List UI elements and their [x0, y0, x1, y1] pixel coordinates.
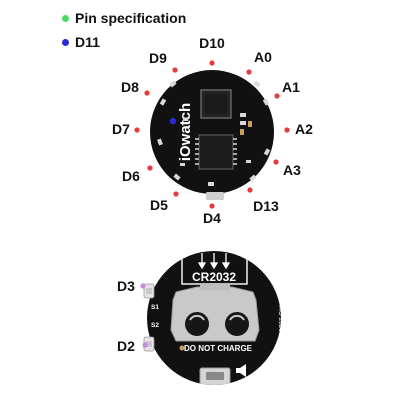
front-pin-a2: A2	[284, 121, 313, 137]
pin-dot	[134, 127, 140, 133]
pin-dot	[142, 342, 148, 348]
copyright-text: ©IO 2020	[277, 304, 285, 332]
legend-pin-specification: Pin specification	[62, 10, 186, 26]
legend-label: D11	[75, 34, 100, 50]
battery-holder	[170, 286, 260, 342]
pin-label: D7	[112, 121, 130, 137]
pin-dot	[273, 159, 279, 165]
pin-dot	[173, 191, 179, 197]
pin-label: D4	[203, 210, 221, 226]
legend-d11: D11	[62, 34, 100, 50]
pin-label: D8	[121, 79, 139, 95]
front-pin-d8: D8	[121, 79, 150, 96]
pin-dot	[209, 60, 215, 66]
front-pin-d5: D5	[150, 191, 179, 213]
pin-dot	[246, 69, 252, 75]
legend-dot-blue	[62, 38, 69, 46]
front-pin-d7: D7	[112, 121, 140, 137]
warning-pad	[179, 345, 185, 351]
pin-label: A3	[283, 162, 301, 178]
speaker-icon	[236, 364, 246, 377]
pin-label: A0	[254, 49, 272, 65]
pin-label: D5	[150, 197, 168, 213]
pin-label: A2	[295, 121, 313, 137]
switch-label-s2: S2	[151, 322, 159, 329]
front-pin-a3: A3	[273, 159, 301, 178]
pin-dot	[274, 93, 280, 99]
flash-chip	[195, 134, 237, 170]
pin-label: D9	[149, 50, 167, 66]
back-pin-d2: D2	[117, 338, 148, 354]
legend-dot-green	[62, 14, 69, 22]
pin-label: A1	[282, 79, 300, 95]
pin-dot	[209, 203, 215, 209]
mcu-chip	[200, 89, 232, 119]
pin-label: D3	[117, 278, 135, 294]
battery-clip	[200, 284, 230, 290]
front-pin-d6: D6	[122, 165, 153, 184]
d11-pin-dot	[169, 117, 177, 125]
brand-text: iOwatch	[177, 103, 194, 161]
usb-connector	[206, 192, 224, 200]
pin-label: D10	[199, 35, 225, 51]
back-pin-d3: D3	[117, 278, 146, 294]
front-pin-d9: D9	[149, 50, 178, 73]
front-pin-d13: D13	[247, 187, 279, 214]
pin-dot	[247, 187, 253, 193]
back-board: CR2032 DO NOT CHARGE ©IO 2020 S1 S2	[117, 251, 285, 385]
smd-components	[157, 80, 271, 186]
pin-label: D2	[117, 338, 135, 354]
switch-s1	[143, 283, 155, 299]
front-pin-d10: D10	[199, 35, 225, 66]
pin-label: D13	[253, 198, 279, 214]
warning-text: DO NOT CHARGE	[184, 344, 253, 353]
pin-dot	[147, 165, 153, 171]
battery-type-label: CR2032	[192, 270, 236, 284]
polarity-arrows	[197, 253, 231, 270]
front-pin-d4: D4	[203, 203, 221, 226]
front-board-pcb	[150, 70, 274, 194]
front-board: iOwatch	[112, 35, 313, 226]
pin-dot	[140, 283, 146, 289]
pin-dot	[172, 67, 178, 73]
pin-label: D6	[122, 168, 140, 184]
front-pin-a0: A0	[246, 49, 272, 75]
switch-label-s1: S1	[151, 304, 159, 311]
legend-label: Pin specification	[75, 10, 187, 26]
front-pin-a1: A1	[274, 79, 300, 99]
pin-dot	[284, 127, 290, 133]
pin-dot	[144, 90, 150, 96]
